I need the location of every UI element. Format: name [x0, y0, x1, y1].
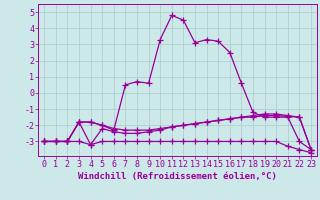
X-axis label: Windchill (Refroidissement éolien,°C): Windchill (Refroidissement éolien,°C): [78, 172, 277, 181]
